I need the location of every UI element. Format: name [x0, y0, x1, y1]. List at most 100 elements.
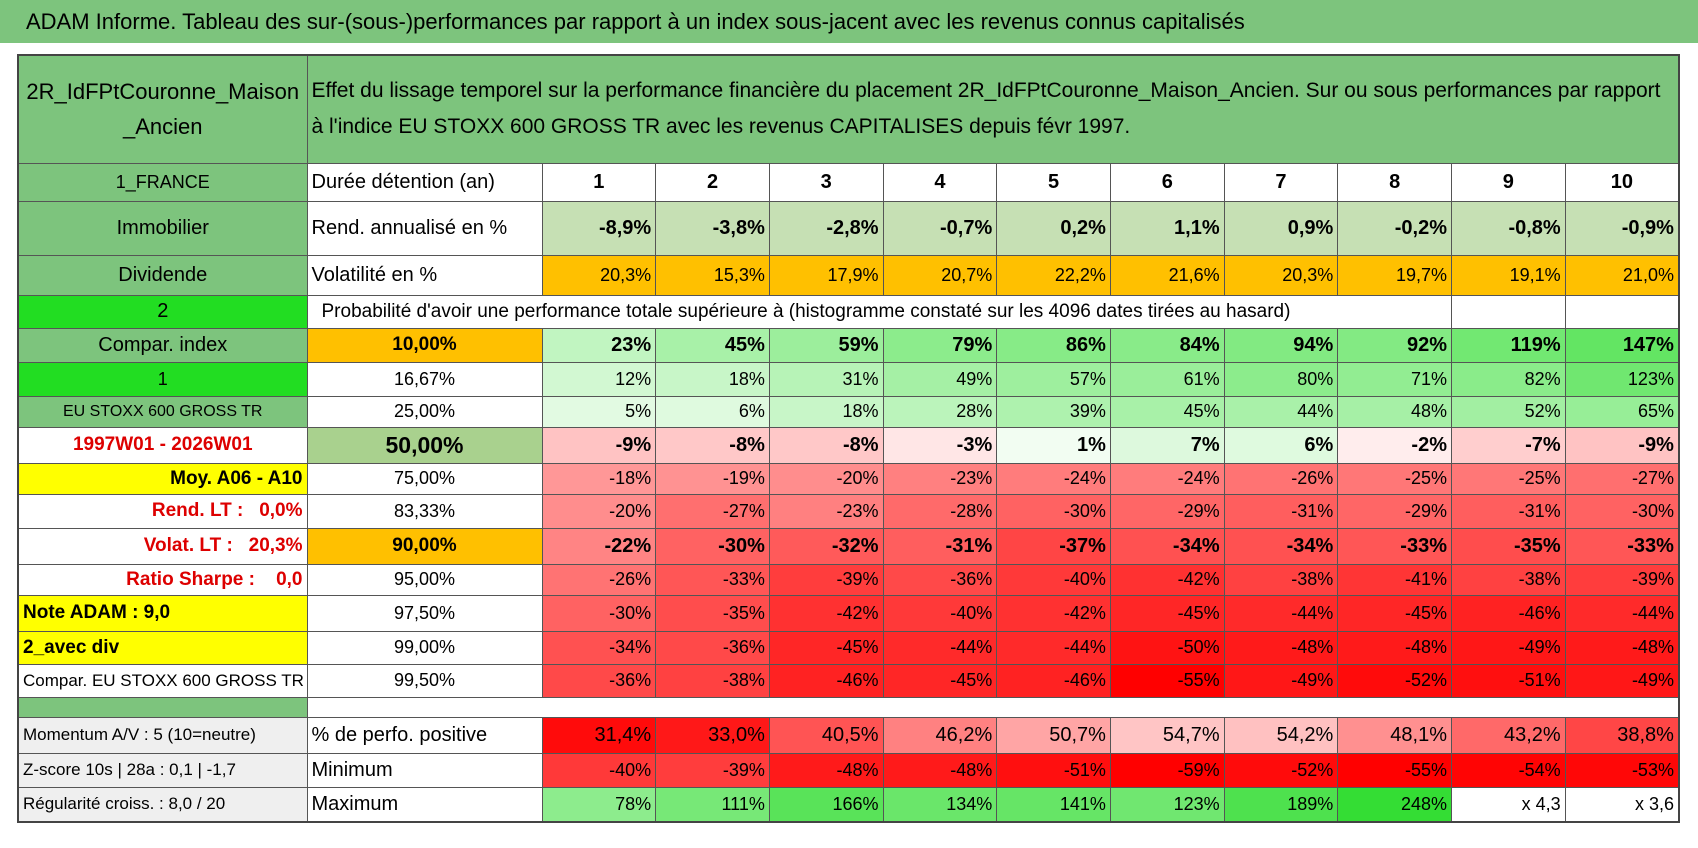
performance-table: 2R_IdFPtCouronne_Maison_Ancien Effet du l…: [17, 54, 1680, 823]
value-cell: -33%: [1337, 527, 1452, 565]
row-header: 25,00%: [306, 395, 543, 428]
value-cell: -25%: [1451, 462, 1566, 495]
row-header: 16,67%: [306, 361, 543, 397]
value-cell: 8: [1337, 162, 1452, 202]
value-cell: 6: [1109, 162, 1225, 202]
value-cell: 7%: [1109, 426, 1225, 464]
value-cell: 1: [541, 162, 657, 202]
value-cell: 59%: [768, 327, 884, 363]
value-cell: -48%: [1223, 630, 1339, 665]
value-cell: 6%: [1223, 426, 1339, 464]
value-cell: 20,7%: [882, 254, 998, 296]
value-cell: 111%: [655, 786, 770, 823]
value-cell: 119%: [1451, 327, 1566, 363]
value-cell: -59%: [1109, 752, 1225, 788]
value-cell: -51%: [996, 752, 1111, 788]
value-cell: -29%: [1109, 493, 1225, 529]
row-label: EU STOXX 600 GROSS TR: [17, 395, 308, 428]
value-cell: -48%: [1564, 630, 1680, 665]
value-cell: -44%: [1223, 594, 1339, 632]
row-label: 1: [17, 361, 308, 397]
value-cell: -31%: [1451, 493, 1566, 529]
value-cell: -35%: [1451, 527, 1566, 565]
value-cell: -39%: [1564, 563, 1680, 596]
value-cell: -30%: [1564, 493, 1680, 529]
value-cell: 28%: [882, 395, 998, 428]
value-cell: 141%: [996, 786, 1111, 823]
value-cell: -52%: [1337, 663, 1452, 698]
value-cell: 1,1%: [1109, 200, 1225, 256]
value-cell: -45%: [768, 630, 884, 665]
value-cell: 21,6%: [1109, 254, 1225, 296]
row-label: Compar. index: [17, 327, 308, 363]
value-cell: 48%: [1337, 395, 1452, 428]
value-cell: -44%: [1564, 594, 1680, 632]
value-cell: -51%: [1451, 663, 1566, 698]
row-label: Momentum A/V : 5 (10=neutre): [17, 716, 308, 754]
value-cell: 80%: [1223, 361, 1339, 397]
row-label: Ratio Sharpe : 0,0: [17, 563, 308, 596]
instrument-name: 2R_IdFPtCouronne_Maison_Ancien: [17, 54, 308, 164]
value-cell: -0,2%: [1337, 200, 1452, 256]
value-cell: -23%: [768, 493, 884, 529]
value-cell: -9%: [541, 426, 657, 464]
value-cell: -48%: [882, 752, 998, 788]
row-header: Volatilité en %: [306, 254, 543, 296]
value-cell: -35%: [655, 594, 770, 632]
row-header: 97,50%: [306, 594, 543, 632]
value-cell: -8,9%: [541, 200, 657, 256]
value-cell: -50%: [1109, 630, 1225, 665]
value-cell: -26%: [541, 563, 657, 596]
value-cell: 18%: [768, 395, 884, 428]
value-cell: 92%: [1337, 327, 1452, 363]
row-header: 83,33%: [306, 493, 543, 529]
value-cell: -46%: [996, 663, 1111, 698]
row-header: 75,00%: [306, 462, 543, 495]
value-cell: -24%: [1109, 462, 1225, 495]
row-label: Immobilier: [17, 200, 308, 256]
value-cell: -9%: [1564, 426, 1680, 464]
value-cell: 52%: [1451, 395, 1566, 428]
value-cell: 40,5%: [768, 716, 884, 754]
value-cell: 86%: [996, 327, 1111, 363]
row-header: Durée détention (an): [306, 162, 543, 202]
spacer-cell: [306, 696, 1679, 718]
value-cell: -27%: [1564, 462, 1680, 495]
value-cell: -36%: [882, 563, 998, 596]
value-cell: -45%: [882, 663, 998, 698]
value-cell: -38%: [1223, 563, 1339, 596]
row-header: 99,00%: [306, 630, 543, 665]
value-cell: 31,4%: [541, 716, 657, 754]
value-cell: 19,1%: [1451, 254, 1566, 296]
value-cell: -49%: [1223, 663, 1339, 698]
value-cell: 21,0%: [1564, 254, 1680, 296]
value-cell: 46,2%: [882, 716, 998, 754]
value-cell: -30%: [541, 594, 657, 632]
value-cell: -26%: [1223, 462, 1339, 495]
value-cell: -52%: [1223, 752, 1339, 788]
value-cell: 2: [655, 162, 770, 202]
value-cell: -38%: [655, 663, 770, 698]
value-cell: 3: [768, 162, 884, 202]
value-cell: -20%: [768, 462, 884, 495]
value-cell: 49%: [882, 361, 998, 397]
value-cell: 84%: [1109, 327, 1225, 363]
value-cell: 50,7%: [996, 716, 1111, 754]
value-cell: -30%: [996, 493, 1111, 529]
row-header: 10,00%: [306, 327, 543, 363]
value-cell: 65%: [1564, 395, 1680, 428]
section-heading: Probabilité d'avoir une performance tota…: [306, 294, 1452, 329]
value-cell: -36%: [655, 630, 770, 665]
value-cell: -40%: [541, 752, 657, 788]
row-label: 2_avec div: [17, 630, 308, 665]
value-cell: -40%: [996, 563, 1111, 596]
value-cell: 39%: [996, 395, 1111, 428]
value-cell: -23%: [882, 462, 998, 495]
value-cell: -28%: [882, 493, 998, 529]
row-label: Compar. EU STOXX 600 GROSS TR: [17, 663, 308, 698]
value-cell: 248%: [1337, 786, 1452, 823]
value-cell: -41%: [1337, 563, 1452, 596]
value-cell: 12%: [541, 361, 657, 397]
value-cell: -48%: [768, 752, 884, 788]
row-label: 1997W01 - 2026W01: [17, 426, 308, 464]
